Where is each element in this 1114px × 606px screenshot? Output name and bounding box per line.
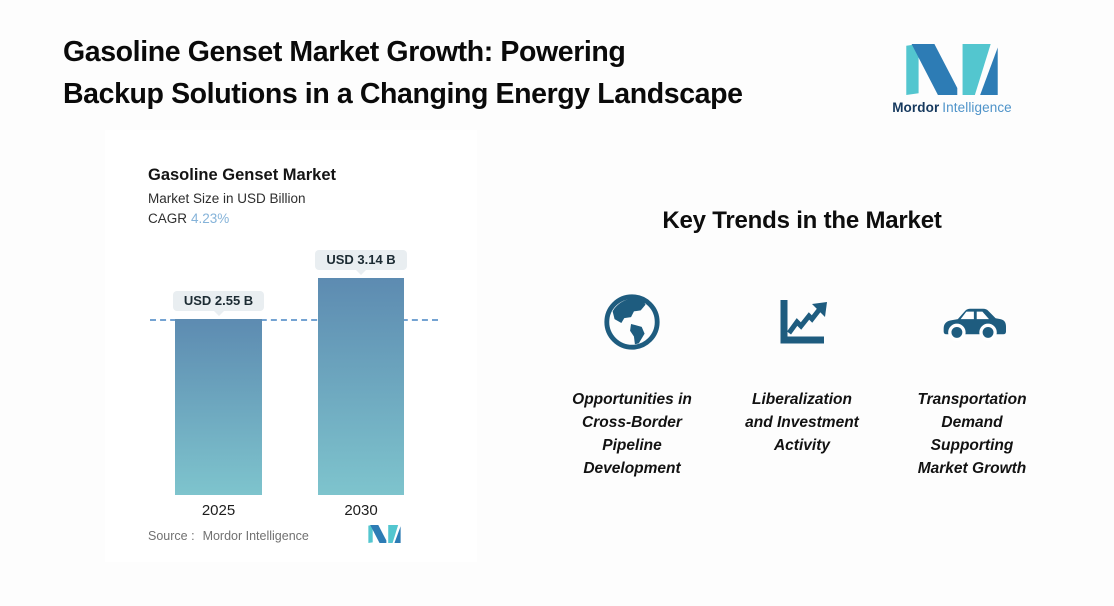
chart-subtitle: Market Size in USD Billion [148,191,306,206]
trend-item-transportation: Transportation Demand Supporting Market … [887,282,1057,480]
source-line: Source : Mordor Intelligence [148,529,309,543]
mordor-logo-icon [886,44,1018,95]
brand-logo: Mordor Intelligence [886,44,1018,115]
brand-logo-text: Mordor Intelligence [886,100,1018,115]
cagr-value: 4.23% [191,211,230,226]
trend-label: Opportunities in Cross-Border Pipeline D… [572,391,692,477]
trend-label: Liberalization and Investment Activity [745,391,859,454]
chart-panel: Gasoline Genset Market Market Size in US… [105,130,477,562]
car-icon [938,282,1006,362]
reference-line [150,319,438,321]
brand-name-bold: Mordor [892,100,940,115]
trends-row: Opportunities in Cross-Border Pipeline D… [547,282,1057,480]
value-label-2030: USD 3.14 B [315,250,407,270]
trend-label: Transportation Demand Supporting Market … [917,391,1027,477]
trend-item-pipeline: Opportunities in Cross-Border Pipeline D… [547,282,717,480]
bar [175,319,262,495]
cagr-label: CAGR [148,211,188,226]
bar [318,278,404,495]
brand-name-regular: Intelligence [942,100,1012,115]
trends-title: Key Trends in the Market [662,207,942,234]
trend-item-liberalization: Liberalization and Investment Activity [717,282,887,480]
bar-group-2025: USD 2.55 B [172,291,265,495]
bar-group-2030: USD 3.14 B [315,250,407,495]
chart-title: Gasoline Genset Market [148,166,336,184]
trend-chart-icon [774,282,830,362]
x-axis-label-2025: 2025 [201,502,236,519]
globe-icon [601,282,663,362]
chart-cagr: CAGR 4.23% [148,211,229,226]
mordor-logo-small-icon [368,525,401,548]
x-axis-label-2030: 2030 [344,502,378,519]
page-title-line2: Backup Solutions in a Changing Energy La… [63,78,743,110]
page-title: Gasoline Genset Market Growth: Powering … [63,31,743,115]
source-label: Source : [148,529,195,543]
page-title-line1: Gasoline Genset Market Growth: Powering [63,36,626,68]
value-label-2025: USD 2.55 B [172,291,265,311]
source-value: Mordor Intelligence [202,529,309,543]
